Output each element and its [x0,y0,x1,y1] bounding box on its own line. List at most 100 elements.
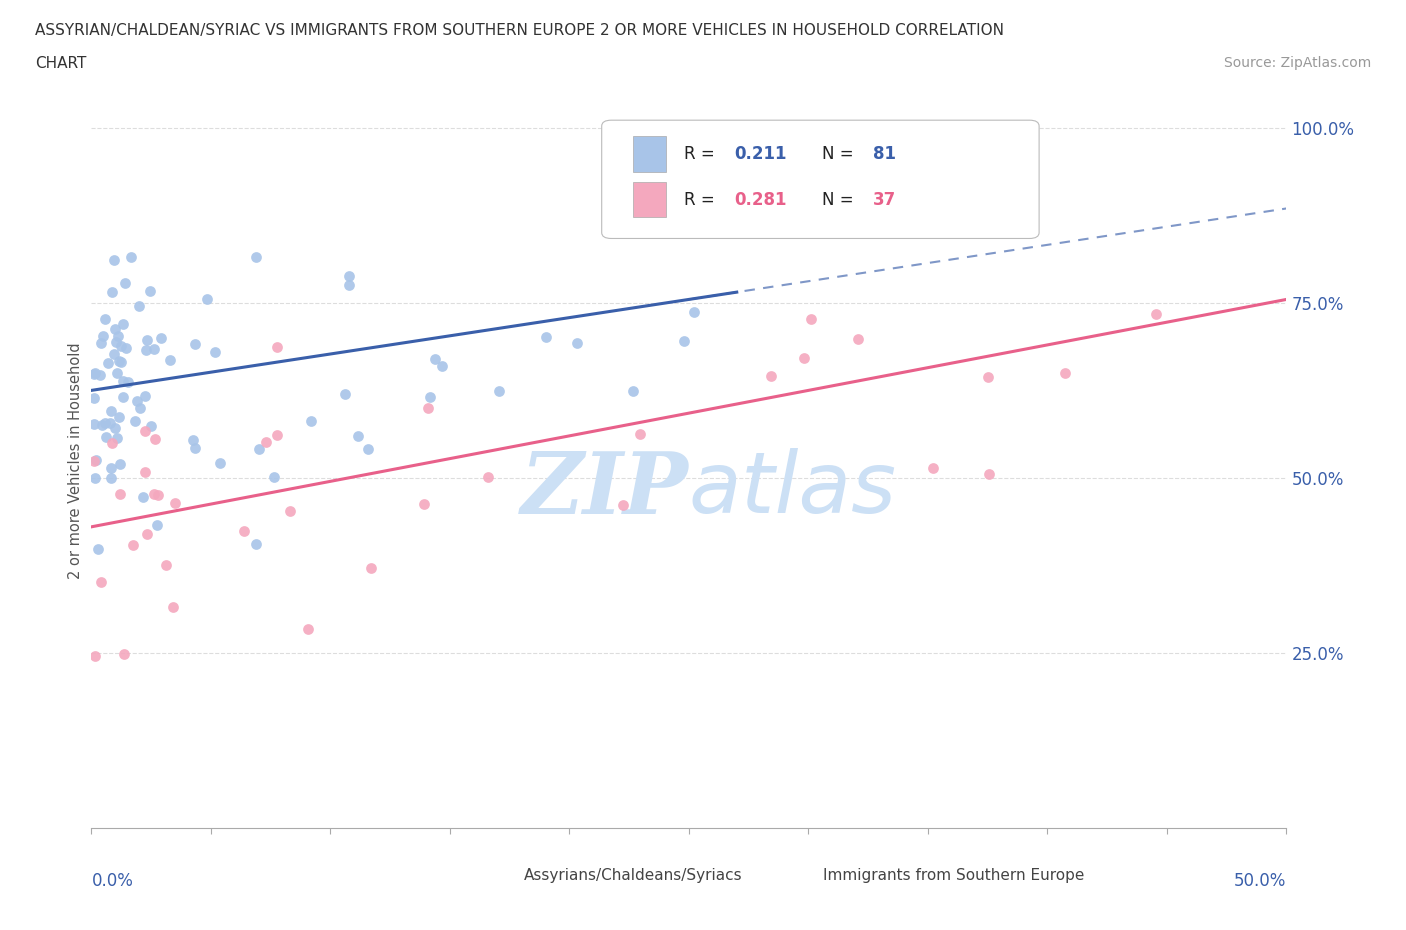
Point [418,400,440,415]
Point [135,527,157,542]
Point [84,453,107,468]
Point [534,329,557,344]
Text: Immigrants from Southern Europe: Immigrants from Southern Europe [823,868,1084,883]
Point [104,420,127,435]
Point [432,359,454,374]
Point [129,401,152,416]
Point [89,367,111,382]
Text: R =: R = [685,145,720,163]
Text: Source: ZipAtlas.com: Source: ZipAtlas.com [1223,56,1371,70]
Point [94,312,117,326]
Point [146,487,169,502]
Point [100,461,122,476]
Text: ASSYRIAN/CHALDEAN/SYRIAC VS IMMIGRANTS FROM SOUTHERN EUROPE 2 OR MORE VEHICLES I: ASSYRIAN/CHALDEAN/SYRIAC VS IMMIGRANTS F… [35,23,1004,38]
Point [94,430,117,445]
Point [155,558,177,573]
Point [759,369,782,384]
Text: N =: N = [821,191,859,208]
Point [100,403,122,418]
Point [83,366,105,381]
Point [477,469,499,484]
Point [117,375,139,390]
Point [337,269,360,284]
Point [419,390,441,405]
Point [90,574,112,589]
Text: N =: N = [821,145,859,163]
Point [628,427,651,442]
Point [83,471,105,485]
Point [134,424,156,439]
Point [103,253,125,268]
Point [159,352,181,367]
Point [108,487,131,502]
Point [127,393,149,408]
Point [181,432,204,447]
Point [83,453,105,468]
Point [112,374,135,389]
Text: ZIP: ZIP [522,448,689,531]
Point [112,316,135,331]
Text: R =: R = [685,191,720,208]
Point [110,339,132,353]
Point [131,490,153,505]
Point [107,328,129,343]
Point [204,344,226,359]
Point [134,389,156,404]
Point [297,622,319,637]
Point [114,340,136,355]
Point [245,249,267,264]
Point [621,384,644,399]
Point [139,418,162,433]
Point [83,365,105,380]
Point [90,418,112,432]
Point [145,517,167,532]
Text: 81: 81 [873,145,896,163]
Point [245,537,267,551]
Point [356,442,378,457]
Text: 37: 37 [873,191,896,208]
Point [138,284,160,299]
Point [150,330,173,345]
Point [97,355,120,370]
Text: CHART: CHART [35,56,87,71]
Point [112,646,135,661]
Point [266,427,288,442]
Point [108,409,131,424]
Point [107,353,129,368]
Point [921,460,943,475]
Point [565,336,588,351]
Point [163,496,186,511]
Point [134,465,156,480]
Point [209,456,232,471]
Point [195,291,218,306]
Point [105,365,128,380]
Point [846,332,869,347]
Point [120,249,142,264]
Point [333,386,356,401]
Text: 50.0%: 50.0% [1234,871,1286,890]
Point [254,435,277,450]
Point [105,334,128,349]
Point [979,466,1001,481]
Point [114,276,136,291]
Point [84,648,107,663]
FancyBboxPatch shape [633,182,666,218]
Y-axis label: 2 or more Vehicles in Household: 2 or more Vehicles in Household [67,342,83,578]
Point [425,352,447,366]
Point [1144,307,1167,322]
Point [143,486,166,501]
Point [101,285,124,299]
Point [184,337,207,352]
FancyBboxPatch shape [602,120,1039,238]
Text: atlas: atlas [689,448,897,531]
Point [86,541,108,556]
Point [94,415,117,430]
Point [488,383,510,398]
Point [83,417,105,432]
Point [339,278,361,293]
Point [266,339,288,354]
Point [143,432,166,446]
Text: 0.211: 0.211 [734,145,787,163]
Point [83,391,105,405]
FancyBboxPatch shape [486,864,512,887]
